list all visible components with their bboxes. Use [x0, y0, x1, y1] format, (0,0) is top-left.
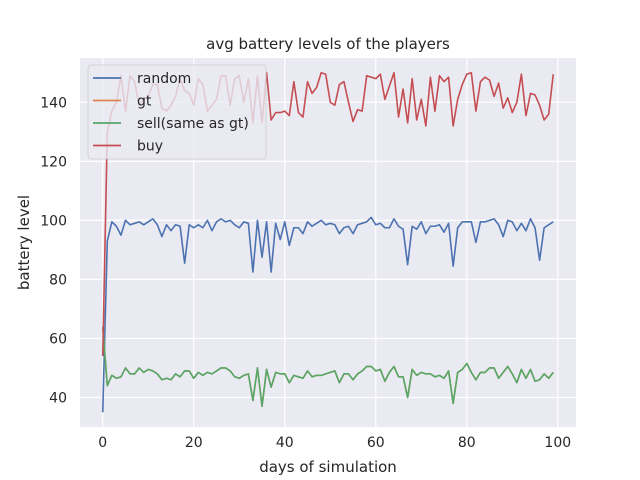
legend-label-random: random: [137, 71, 191, 87]
y-tick-label: 120: [40, 154, 67, 170]
legend: random gt sell(same as gt) buy: [87, 64, 267, 160]
x-axis-label: days of simulation: [259, 458, 397, 476]
y-tick-labels: 40 60 80 100 120 140: [40, 95, 67, 406]
grid: [80, 58, 576, 427]
y-tick-label: 40: [49, 390, 67, 406]
y-tick-label: 140: [40, 95, 67, 111]
y-axis-label: battery level: [15, 195, 33, 290]
x-tick-labels: 0 20 40 60 80 100: [98, 435, 571, 451]
series-line-sell-same-as-gt: [101, 326, 554, 408]
legend-label-sell-same-as-gt: sell(same as gt): [137, 116, 249, 132]
y-tick-label: 80: [49, 272, 67, 288]
x-tick-label: 100: [544, 435, 571, 451]
chart-title: avg battery levels of the players: [206, 35, 450, 53]
y-tick-label: 100: [40, 213, 67, 229]
y-tick-label: 60: [49, 331, 67, 347]
legend-label-buy: buy: [137, 139, 163, 155]
x-tick-label: 40: [276, 435, 294, 451]
legend-box: [87, 64, 267, 160]
legend-label-gt: gt: [137, 94, 152, 110]
x-tick-label: 20: [185, 435, 203, 451]
x-tick-label: 0: [98, 435, 107, 451]
series-line-random: [101, 216, 554, 413]
x-tick-label: 80: [458, 435, 476, 451]
x-tick-label: 60: [367, 435, 385, 451]
